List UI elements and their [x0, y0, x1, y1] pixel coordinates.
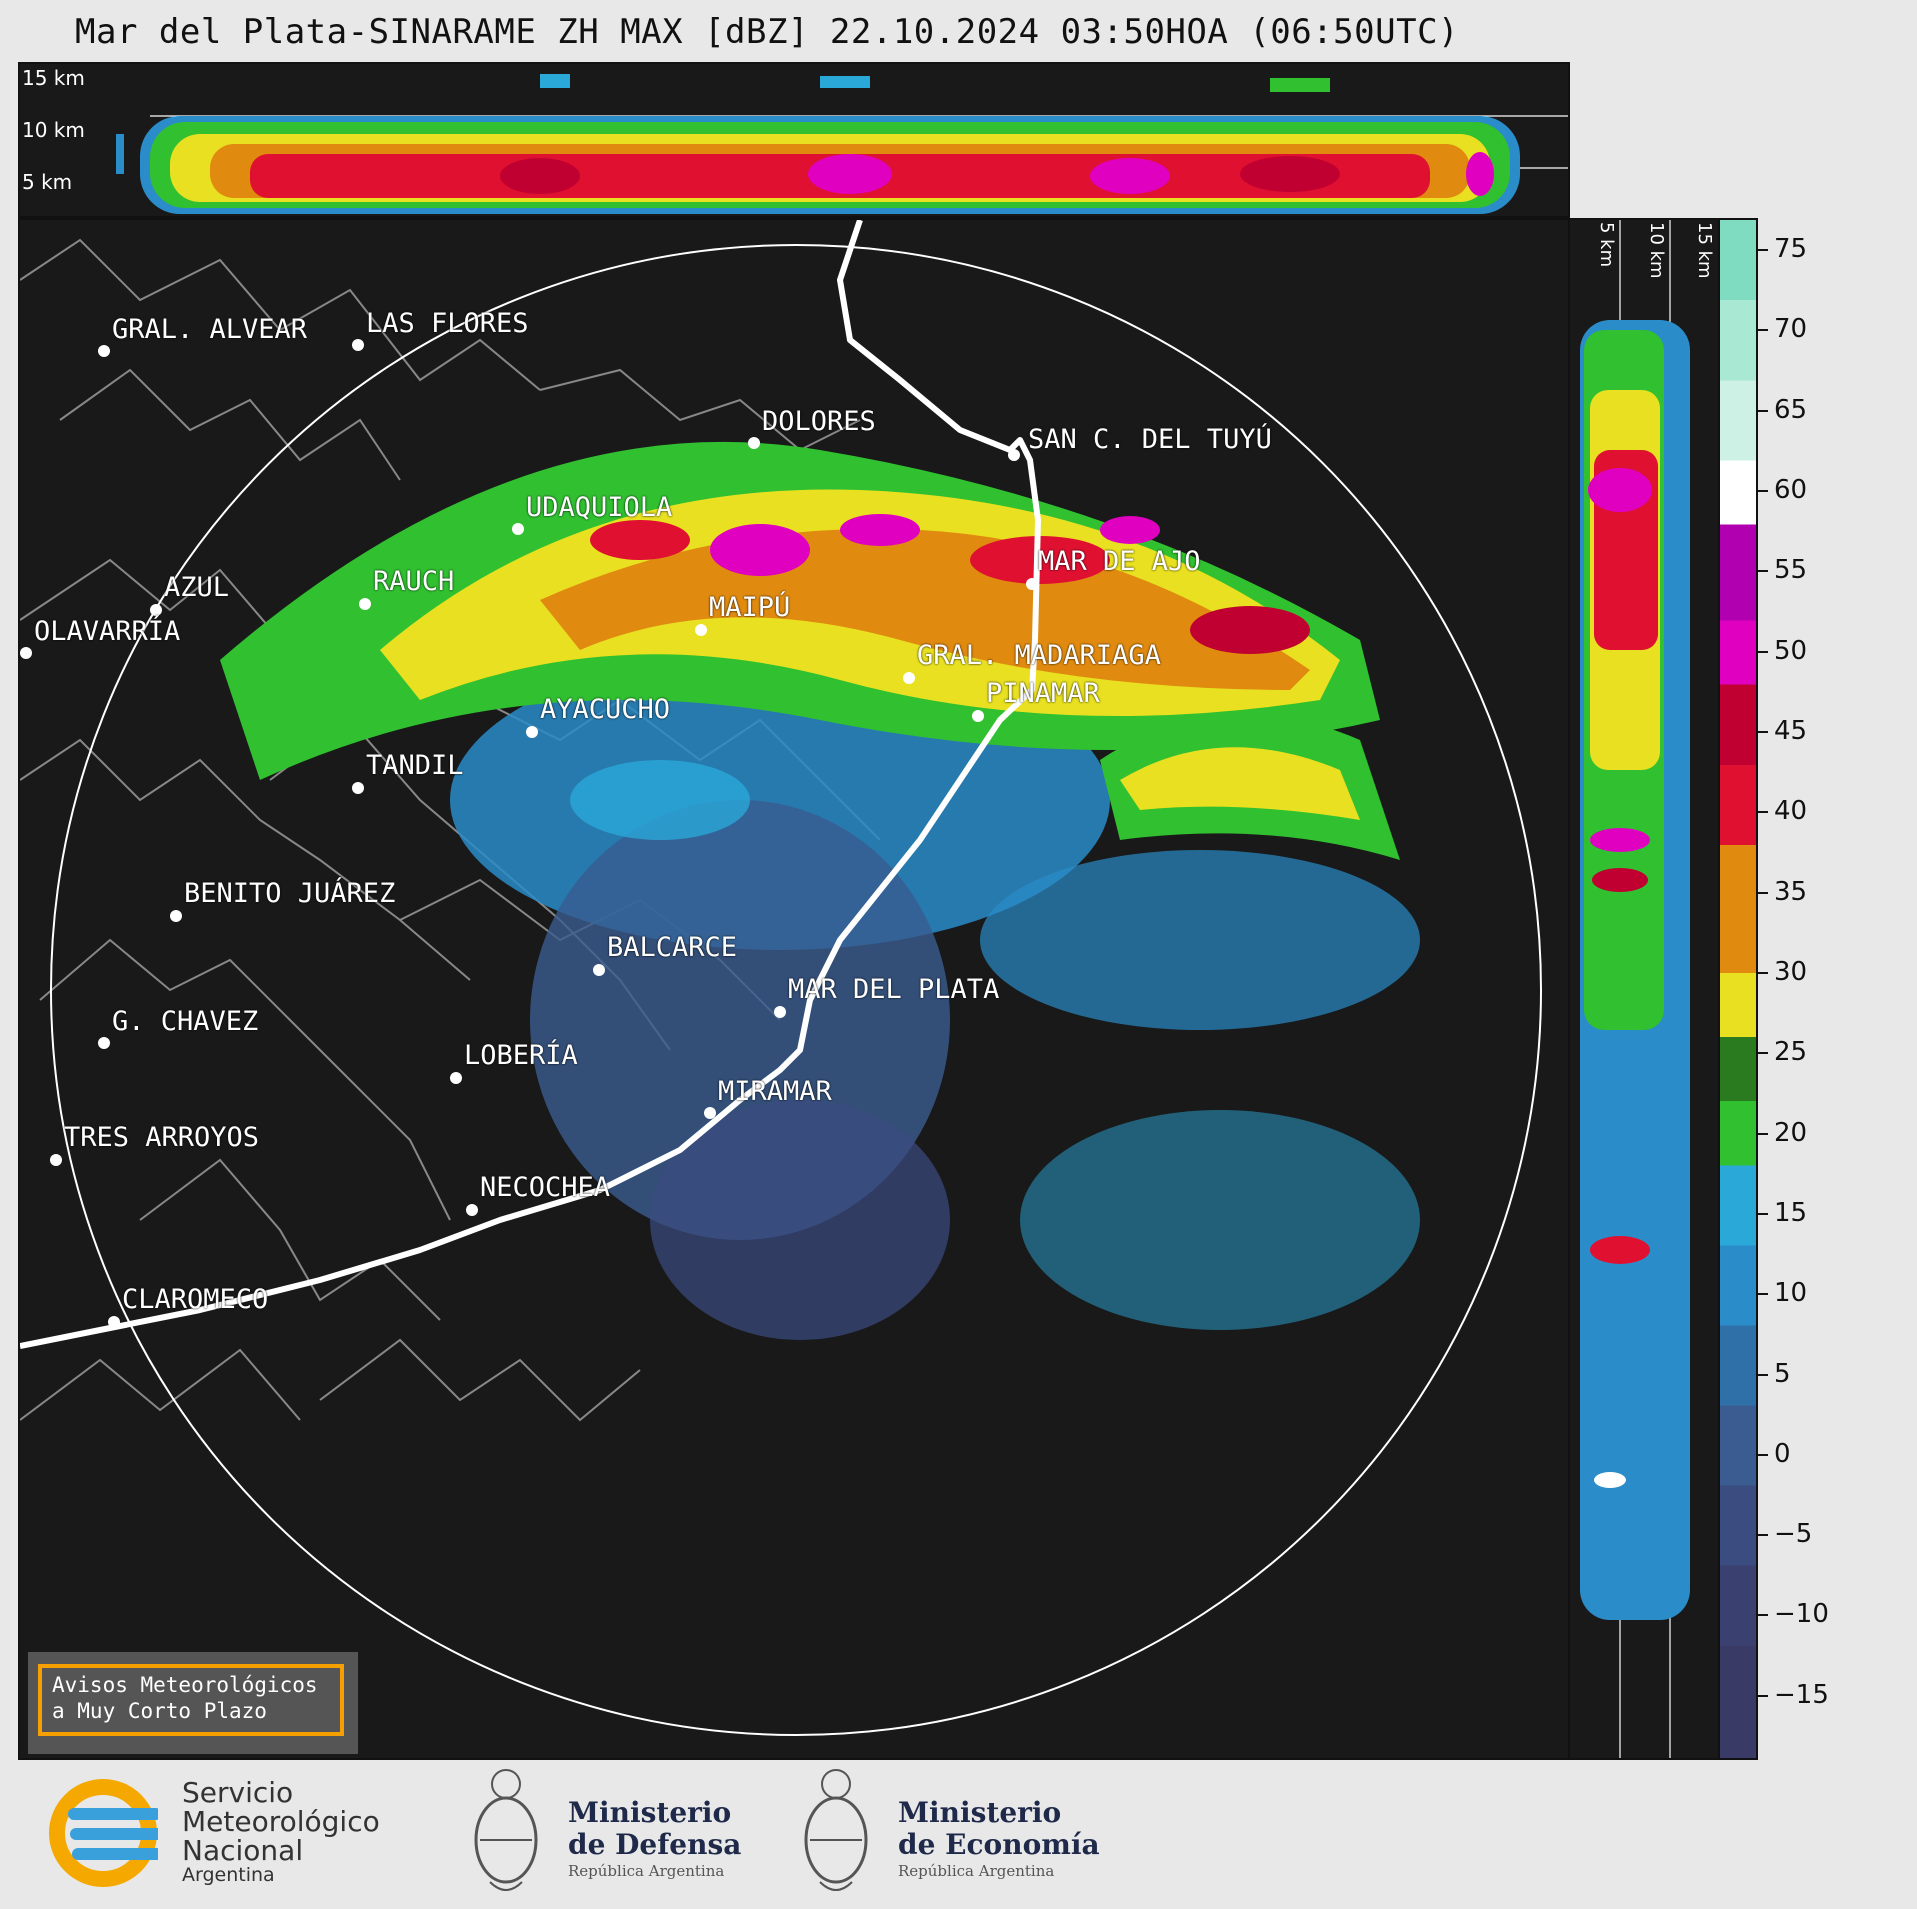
- city-label-mar-de-ajo: MAR DE AJO: [1038, 546, 1201, 577]
- colorbar-tick-mark: [1758, 731, 1768, 733]
- top-cross-section-echoes: [116, 74, 1568, 214]
- argentina-shield-icon: [474, 1769, 538, 1891]
- city-label-ayacucho: AYACUCHO: [540, 694, 671, 725]
- colorbar-tick-label: 55: [1774, 555, 1808, 586]
- radar-map-panel: GRAL. ALVEAR LAS FLORES DOLORES SAN C. D…: [18, 218, 1570, 1760]
- defensa-logo: Ministerio de Defensa República Argentin…: [470, 1762, 750, 1902]
- city-label-gral-madariaga: GRAL. MADARIAGA: [917, 640, 1161, 671]
- colorbar-tick-mark: [1758, 1614, 1768, 1617]
- city-label-necochea: NECOCHEA: [480, 1172, 611, 1203]
- argentina-shield-icon: [804, 1769, 868, 1891]
- colorbar-tick-label: 30: [1774, 956, 1808, 987]
- colorbar-tick-label: 10: [1774, 1278, 1808, 1309]
- city-label-san-clemente: SAN C. DEL TUYÚ: [1028, 424, 1272, 455]
- smn-logo-icon: [49, 1779, 166, 1887]
- city-label-olavarria: OLAVARRÍA: [34, 616, 181, 647]
- colorbar-tick-label: −5: [1774, 1519, 1813, 1550]
- city-label-rauch: RAUCH: [373, 566, 455, 597]
- coastline: [20, 220, 1041, 1349]
- side-cross-section-panel: 5 km 10 km 15 km: [1568, 218, 1720, 1760]
- smn-line3: Nacional: [182, 1834, 304, 1867]
- top-km-label-10: 10 km: [22, 118, 85, 142]
- city-label-maipu: MAIPÚ: [709, 592, 791, 623]
- side-km-label-5: 5 km: [1596, 222, 1617, 268]
- city-label-balcarce: BALCARCE: [607, 932, 738, 963]
- city-markers: [20, 339, 1038, 1328]
- colorbar-tick-label: 5: [1774, 1358, 1791, 1389]
- colorbar-tick-label: 25: [1774, 1037, 1808, 1068]
- colorbar-tick-mark: [1758, 971, 1768, 974]
- colorbar: [1718, 218, 1758, 1760]
- city-label-claromeco: CLAROMECO: [122, 1284, 269, 1315]
- radar-echoes: [220, 441, 1420, 1340]
- range-ring: [50, 244, 1542, 1736]
- city-label-gral-alvear: GRAL. ALVEAR: [112, 314, 308, 345]
- city-label-las-flores: LAS FLORES: [366, 308, 529, 339]
- city-label-udaquiola: UDAQUIOLA: [526, 492, 673, 523]
- top-km-label-15: 15 km: [22, 66, 85, 90]
- city-label-azul: AZUL: [164, 572, 230, 603]
- side-cross-section-echoes: [1580, 220, 1690, 1758]
- colorbar-tick-mark: [1758, 1534, 1768, 1537]
- economia-line3: República Argentina: [898, 1862, 1055, 1880]
- defensa-line1: Ministerio: [568, 1796, 732, 1829]
- city-label-g-chavez: G. CHAVEZ: [112, 1006, 259, 1037]
- colorbar-tick-label: 0: [1774, 1438, 1791, 1469]
- economia-line1: Ministerio: [898, 1796, 1062, 1829]
- colorbar-tick-mark: [1758, 1212, 1768, 1215]
- colorbar-tick-label: 65: [1774, 394, 1808, 425]
- avisos-badge: Avisos Meteorológicos a Muy Corto Plazo: [28, 1652, 358, 1754]
- colorbar-tick-mark: [1758, 1694, 1768, 1697]
- city-label-tandil: TANDIL: [366, 750, 464, 781]
- colorbar-tick-mark: [1758, 409, 1768, 412]
- radar-map: [20, 220, 1542, 1736]
- colorbar-tick-label: −10: [1774, 1599, 1829, 1630]
- city-label-pinamar: PINAMAR: [986, 678, 1100, 709]
- colorbar-tick-mark: [1758, 1293, 1768, 1296]
- defensa-line2: de Defensa: [568, 1828, 742, 1861]
- economia-line2: de Economía: [898, 1828, 1100, 1861]
- avisos-line2: a Muy Corto Plazo: [52, 1699, 267, 1723]
- colorbar-tick-label: 35: [1774, 876, 1808, 907]
- smn-line2: Meteorológico: [182, 1805, 380, 1838]
- colorbar-tick-label: 50: [1774, 635, 1808, 666]
- city-label-miramar: MIRAMAR: [718, 1076, 832, 1107]
- colorbar-tick-mark: [1758, 570, 1768, 573]
- colorbar-tick-mark: [1758, 1052, 1768, 1055]
- colorbar-tick-mark: [1758, 329, 1768, 332]
- avisos-box: Avisos Meteorológicos a Muy Corto Plazo: [38, 1664, 344, 1736]
- colorbar-tick-mark: [1758, 1132, 1768, 1135]
- colorbar-tick-label: 45: [1774, 716, 1808, 746]
- colorbar-tick-label: 75: [1774, 234, 1808, 265]
- colorbar-tick-mark: [1758, 811, 1768, 814]
- city-label-dolores: DOLORES: [762, 406, 876, 437]
- colorbar-tick-label: 70: [1774, 314, 1808, 345]
- colorbar-tick-mark: [1758, 891, 1768, 894]
- colorbar-tick-mark: [1758, 1373, 1768, 1376]
- city-label-loberia: LOBERÍA: [464, 1040, 578, 1071]
- top-km-label-5: 5 km: [22, 170, 73, 194]
- colorbar-tick-mark: [1758, 249, 1768, 252]
- city-label-mar-del-plata: MAR DEL PLATA: [788, 974, 1000, 1005]
- colorbar-tick-label: 20: [1774, 1117, 1808, 1148]
- city-label-tres-arroyos: TRES ARROYOS: [64, 1122, 260, 1153]
- colorbar-tick-label: −15: [1774, 1679, 1829, 1710]
- colorbar-tick-mark: [1758, 490, 1768, 493]
- smn-line4: Argentina: [182, 1864, 275, 1886]
- economia-logo: Ministerio de Economía República Argenti…: [800, 1762, 1100, 1902]
- defensa-line3: República Argentina: [568, 1862, 725, 1880]
- chart-title: Mar del Plata-SINARAME ZH MAX [dBZ] 22.1…: [75, 12, 1460, 52]
- colorbar-tick-mark: [1758, 650, 1768, 653]
- colorbar-tick-label: 40: [1774, 796, 1808, 827]
- smn-logo: Servicio Meteorológico Nacional Argentin…: [48, 1778, 428, 1888]
- side-km-label-15: 15 km: [1694, 222, 1715, 279]
- top-cross-section-panel: 15 km 10 km 5 km: [18, 62, 1570, 218]
- colorbar-tick-label: 15: [1774, 1197, 1808, 1228]
- colorbar-tick-mark: [1758, 1453, 1768, 1456]
- smn-line1: Servicio: [182, 1776, 294, 1809]
- city-label-benito-juarez: BENITO JUÁREZ: [184, 878, 396, 909]
- side-km-label-10: 10 km: [1646, 222, 1667, 279]
- colorbar-tick-label: 60: [1774, 475, 1808, 506]
- avisos-line1: Avisos Meteorológicos: [52, 1673, 318, 1697]
